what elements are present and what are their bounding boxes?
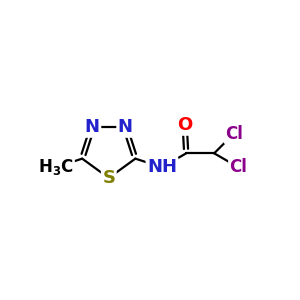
Text: $\mathregular{H_3C}$: $\mathregular{H_3C}$	[38, 157, 74, 177]
Text: S: S	[102, 169, 115, 187]
Text: N: N	[118, 118, 133, 136]
Text: O: O	[177, 116, 192, 134]
Text: NH: NH	[147, 158, 177, 176]
Text: Cl: Cl	[230, 158, 247, 176]
Text: Cl: Cl	[225, 124, 243, 142]
Text: N: N	[85, 118, 100, 136]
